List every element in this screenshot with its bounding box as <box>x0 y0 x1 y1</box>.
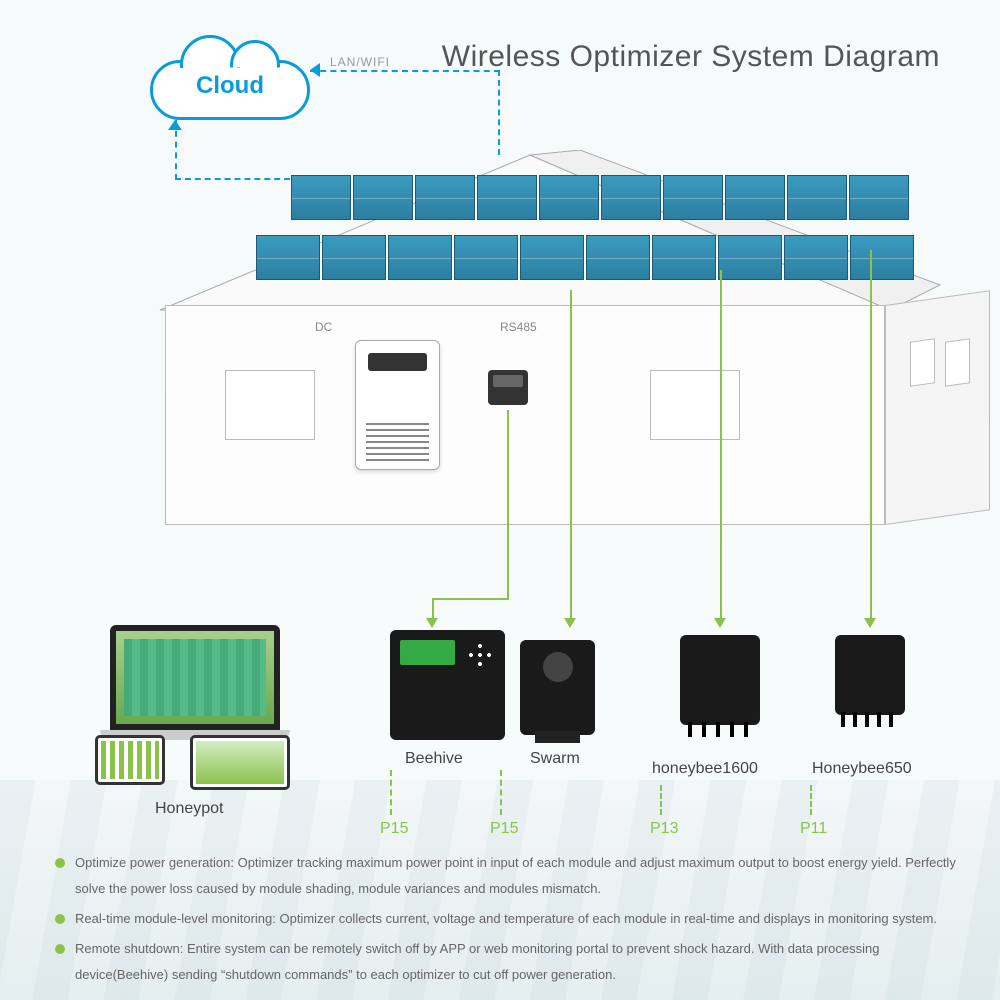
cloud-link <box>310 70 500 72</box>
swarm-device <box>520 640 595 735</box>
dc-label: DC <box>315 320 332 334</box>
wall-monitor-device <box>488 370 528 405</box>
cloud-node: Cloud <box>150 40 310 120</box>
honeybee1600-device <box>680 635 760 725</box>
honeypot-label: Honeypot <box>155 800 224 818</box>
page-ref-line <box>660 785 662 815</box>
page-ref-line <box>500 770 502 815</box>
tablet-device <box>190 735 290 790</box>
honeybee1600-label: honeybee1600 <box>652 760 758 778</box>
beehive-device <box>390 630 505 740</box>
honeybee650-device <box>835 635 905 715</box>
cloud-label: Cloud <box>150 72 310 100</box>
feature-item: Optimize power generation: Optimizer tra… <box>55 850 960 902</box>
tablet-device <box>95 735 165 785</box>
connection-line <box>432 598 434 618</box>
house-side-wall <box>885 290 990 525</box>
solar-panel-row <box>255 235 915 280</box>
page-ref-line <box>810 785 812 815</box>
connection-line <box>570 290 572 620</box>
connection-line <box>870 250 872 620</box>
window-icon <box>225 370 315 440</box>
window-icon <box>910 338 935 387</box>
swarm-label: Swarm <box>530 750 580 768</box>
honeybee650-label: Honeybee650 <box>812 760 912 778</box>
feature-item: Real-time module-level monitoring: Optim… <box>55 906 960 932</box>
cloud-connection-label: LAN/WIFI <box>330 55 390 69</box>
rs485-label: RS485 <box>500 320 537 334</box>
window-icon <box>650 370 740 440</box>
devices-row: Honeypot Beehive Swarm honeybee1600 Hone… <box>60 620 940 790</box>
connection-line <box>507 410 509 600</box>
cloud-link <box>498 70 500 155</box>
feature-list: Optimize power generation: Optimizer tra… <box>55 850 960 992</box>
house-diagram <box>100 150 950 550</box>
diagram-title: Wireless Optimizer System Diagram <box>442 40 940 74</box>
cloud-icon: Cloud <box>150 40 310 120</box>
page-ref: P11 <box>800 820 827 838</box>
page-ref: P15 <box>380 820 408 838</box>
laptop-device <box>100 625 290 745</box>
inverter-device <box>355 340 440 470</box>
cloud-arrow-icon <box>310 63 320 77</box>
page-ref: P13 <box>650 820 678 838</box>
connection-line <box>432 598 509 600</box>
cloud-arrow-icon <box>168 120 182 130</box>
page-ref: P15 <box>490 820 518 838</box>
beehive-label: Beehive <box>405 750 463 768</box>
solar-panel-row <box>290 175 910 220</box>
page-ref-line <box>390 770 392 815</box>
connection-line <box>720 270 722 620</box>
feature-item: Remote shutdown: Entire system can be re… <box>55 936 960 988</box>
window-icon <box>945 338 970 387</box>
